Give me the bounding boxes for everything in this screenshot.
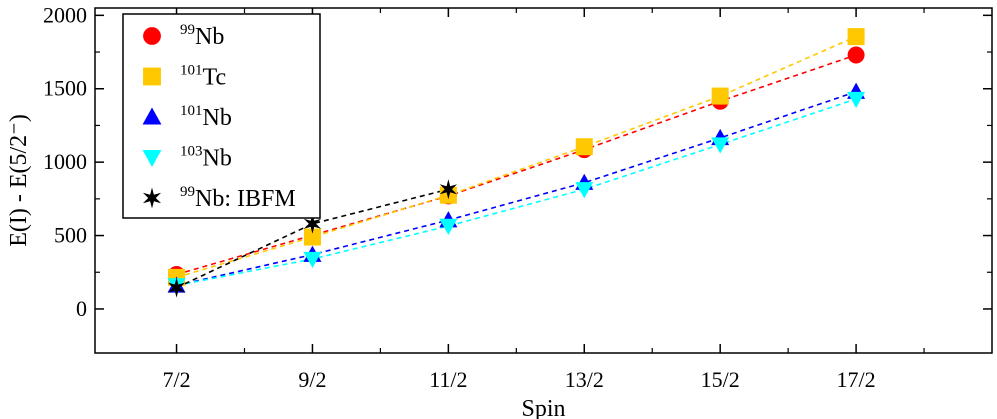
series-markers [167,28,866,298]
data-point-3 [847,91,866,109]
legend-element-label: Nb [195,24,224,50]
data-point-4 [303,213,322,234]
y-tick-label: 1000 [43,149,87,174]
legend-element-label: Nb [203,146,232,172]
data-point-4 [167,277,186,298]
data-point-1 [711,87,729,105]
x-axis-label: Spin [521,396,565,419]
legend-entry-4: 99Nb: IBFM [180,184,296,212]
series-line-3 [176,98,857,287]
legend-entry-0: 99Nb [180,22,224,50]
legend-entry-2: 101Nb [180,103,232,131]
y-tick-label: 2000 [43,2,87,27]
legend-element-label: Tc [203,65,227,91]
x-tick-label: 13/2 [565,367,604,392]
data-point-4 [439,179,458,200]
legend-mass-number: 99 [180,184,195,200]
legend-marker-2 [142,107,162,125]
series-line-4 [176,188,449,289]
legend-entry-3: 103Nb [180,144,232,172]
legend-mass-number: 101 [180,103,203,119]
legend-mass-number: 103 [180,144,203,160]
legend-marker-0 [143,27,161,45]
legend-marker-1 [143,67,161,86]
ticks-layer: 0 500 1000 1500 2000 7/2 9/2 11/2 13/2 15/2 17/2 [43,2,992,392]
x-tick-label: 15/2 [701,367,740,392]
legend-element-label: Nb: IBFM [195,186,296,212]
x-tick-label: 9/2 [298,367,326,392]
data-point-3 [575,182,594,199]
y-tick-label: 0 [76,296,87,321]
legend-marker-3 [142,149,162,167]
data-point-1 [847,28,865,46]
data-point-3 [303,251,322,269]
data-point-3 [439,218,458,236]
legend-element-label: Nb [203,105,232,131]
y-axis-label: E(I) - E(5/2⁻) [6,114,32,247]
series-line-2 [176,90,857,287]
data-point-3 [711,137,730,154]
legend-mass-number: 99 [180,22,195,38]
y-tick-label: 1500 [43,76,87,101]
x-tick-label: 17/2 [837,367,876,392]
plot-frame [94,7,993,354]
legend-entry-1: 101Tc [180,63,226,91]
data-point-1 [575,138,593,156]
x-tick-label: 7/2 [162,367,190,392]
series-line-1 [176,35,857,279]
legend-mass-number: 101 [180,63,203,79]
data-point-0 [847,46,865,64]
data-point-1 [303,228,321,246]
legend-marker-4 [142,187,162,209]
x-tick-label: 11/2 [429,367,467,392]
y-tick-label: 500 [54,223,87,248]
